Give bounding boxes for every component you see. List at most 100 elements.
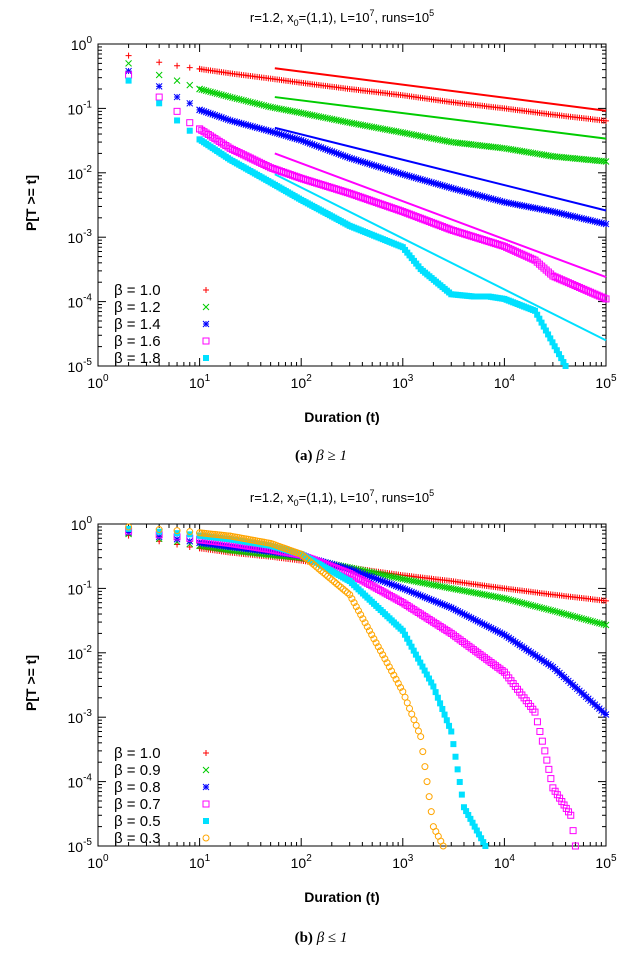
data-point — [560, 359, 567, 366]
data-point — [390, 581, 398, 589]
data-point — [156, 528, 163, 535]
caption-b-text: β ≤ 1 — [316, 930, 348, 946]
chart-a-plot — [125, 52, 610, 369]
y-tick-label: 10-3 — [68, 228, 93, 246]
data-point — [494, 240, 502, 248]
data-point — [562, 211, 570, 219]
data-point — [278, 168, 286, 176]
data-point — [317, 567, 325, 575]
data-point — [441, 182, 449, 190]
data-point — [357, 157, 365, 165]
data-point — [560, 210, 568, 218]
data-point — [310, 561, 318, 569]
data-point — [419, 215, 427, 223]
data-point — [242, 121, 250, 129]
data-point — [383, 202, 391, 210]
data-point — [450, 741, 457, 748]
data-point — [370, 574, 378, 582]
data-point — [489, 625, 497, 633]
data-point — [551, 343, 558, 350]
data-point — [401, 631, 408, 638]
data-point — [595, 292, 603, 300]
data-point — [480, 839, 487, 846]
data-point — [319, 144, 327, 152]
data-point — [485, 238, 493, 246]
data-point — [408, 710, 416, 718]
data-point — [247, 122, 254, 130]
data-point — [593, 619, 601, 626]
x-tick-label: 101 — [189, 853, 211, 871]
data-point — [598, 219, 605, 227]
legend-marker — [203, 287, 209, 293]
legend-marker — [202, 783, 210, 791]
data-point — [427, 218, 435, 226]
data-point — [386, 166, 393, 174]
data-point — [231, 146, 239, 154]
data-point — [496, 629, 504, 636]
data-point — [213, 112, 221, 120]
data-point — [242, 152, 250, 160]
data-point — [542, 659, 550, 667]
data-point — [288, 171, 296, 179]
data-point — [408, 588, 415, 596]
data-point — [209, 530, 217, 538]
data-point — [173, 535, 181, 543]
data-point — [421, 763, 429, 771]
data-point — [489, 239, 497, 247]
data-point — [425, 178, 433, 186]
data-point — [186, 528, 194, 536]
data-point — [560, 277, 568, 285]
data-point — [534, 653, 541, 661]
data-point — [421, 593, 429, 601]
data-point — [379, 588, 387, 596]
data-point — [346, 591, 354, 599]
data-point — [578, 615, 586, 622]
data-point — [293, 173, 301, 181]
data-point — [246, 154, 254, 162]
data-point — [567, 811, 575, 819]
data-point — [231, 118, 239, 126]
data-point — [571, 213, 579, 221]
data-point — [330, 148, 338, 156]
data-point — [547, 606, 555, 614]
data-point — [540, 605, 548, 612]
data-point — [361, 571, 369, 579]
data-point — [423, 594, 431, 602]
data-point — [576, 614, 583, 622]
data-point — [262, 162, 270, 170]
data-point — [518, 250, 526, 258]
data-point — [361, 619, 369, 627]
data-point — [467, 815, 474, 822]
data-point — [514, 598, 521, 606]
data-point — [533, 258, 541, 266]
data-point — [436, 600, 444, 607]
data-point — [505, 596, 513, 603]
data-point — [529, 602, 537, 610]
data-point — [366, 572, 373, 580]
data-point — [228, 145, 236, 153]
data-point — [284, 170, 292, 178]
data-point — [445, 603, 453, 611]
data-point — [531, 708, 539, 716]
data-point — [505, 244, 513, 252]
chart-a-ylabel: P[T >= t] — [23, 175, 39, 231]
data-point — [125, 60, 132, 67]
data-point — [556, 209, 563, 217]
data-point — [302, 176, 310, 184]
data-point — [211, 530, 219, 538]
data-point — [553, 347, 560, 354]
data-point — [472, 191, 479, 198]
data-point — [348, 155, 356, 162]
y-tick-label: 10-2 — [68, 644, 93, 662]
data-point — [394, 596, 402, 604]
data-point — [392, 595, 400, 603]
data-point — [584, 616, 592, 624]
data-point — [233, 118, 241, 126]
data-point — [278, 131, 285, 138]
y-tick-label: 10-1 — [68, 579, 93, 597]
data-point — [474, 191, 482, 199]
data-point — [483, 622, 491, 630]
data-point — [297, 550, 305, 558]
series-1 — [125, 60, 610, 165]
chart-a-title: r=1.2, x0=(1,1), L=107, runs=105 — [250, 8, 434, 28]
